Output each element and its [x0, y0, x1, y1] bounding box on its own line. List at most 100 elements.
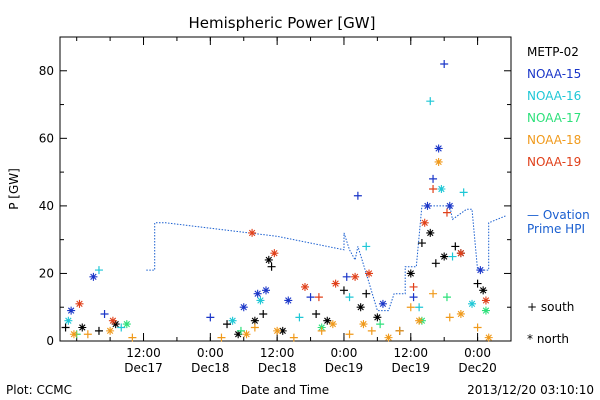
data-point-north: [264, 255, 273, 264]
legend-series-entry: NOAA-18: [527, 133, 581, 147]
data-point-north: [239, 303, 248, 312]
data-point-north: [89, 272, 98, 281]
data-point-south: [317, 326, 326, 335]
data-point-north: [426, 228, 435, 237]
data-point-south: [431, 259, 440, 268]
plot-timestamp: 2013/12/20 03:10:10: [467, 383, 594, 397]
data-point-north: [434, 144, 443, 153]
data-point-north: [384, 333, 393, 342]
data-point-south: [417, 239, 426, 248]
data-point-north: [270, 249, 279, 258]
data-point-south: [445, 313, 454, 322]
data-point-south: [376, 320, 385, 329]
data-point-north: [456, 249, 465, 258]
data-point-south: [100, 309, 109, 318]
legend-series-entry: NOAA-17: [527, 111, 581, 125]
data-point-south: [473, 323, 482, 332]
chart-title: Hemispheric Power [GW]: [189, 14, 376, 32]
data-points: [61, 60, 493, 342]
x-tick-date-label: Dec18: [191, 361, 230, 375]
data-point-north: [262, 286, 271, 295]
x-tick-date-label: Dec20: [458, 361, 497, 375]
data-point-north: [250, 316, 259, 325]
data-point-north: [248, 228, 257, 237]
data-point-north: [456, 309, 465, 318]
data-point-south: [426, 97, 435, 106]
data-point-south: [259, 309, 268, 318]
data-point-south: [406, 303, 415, 312]
y-axis: 0 20 40 60 80: [39, 36, 511, 348]
data-point-north: [351, 272, 360, 281]
data-point-south: [94, 326, 103, 335]
data-point-south: [339, 286, 348, 295]
data-point-north: [64, 316, 73, 325]
y-tick-label: 80: [39, 64, 54, 78]
data-point-north: [78, 323, 87, 332]
data-point-south: [367, 326, 376, 335]
x-tick-time-label: 0:00: [464, 346, 491, 360]
data-point-north: [406, 269, 415, 278]
x-tick-time-label: 0:00: [330, 346, 357, 360]
legend-ovation-line1: — Ovation: [527, 208, 590, 222]
legend-series-entry: NOAA-19: [527, 155, 581, 169]
data-point-north: [75, 299, 84, 308]
data-point-north: [423, 201, 432, 210]
data-point-north: [253, 289, 262, 298]
data-point-south: [442, 208, 451, 217]
y-tick-label: 60: [39, 131, 54, 145]
data-point-south: [440, 60, 449, 69]
data-point-north: [440, 252, 449, 261]
data-point-south: [362, 289, 371, 298]
legend-ovation-line2: Prime HPI: [527, 222, 585, 236]
data-point-north: [415, 316, 424, 325]
data-point-south: [473, 279, 482, 288]
data-point-north: [300, 282, 309, 291]
legend-series-entry: NOAA-15: [527, 67, 581, 81]
data-point-south: [442, 293, 451, 302]
data-point-south: [236, 326, 245, 335]
data-point-north: [106, 326, 115, 335]
data-point-south: [429, 174, 438, 183]
data-point-south: [289, 333, 298, 342]
plot-credit: Plot: CCMC: [6, 383, 72, 397]
x-tick-time-label: 0:00: [197, 346, 224, 360]
data-point-north: [468, 299, 477, 308]
legend-south: + south: [527, 300, 574, 314]
data-point-south: [345, 293, 354, 302]
data-point-north: [479, 286, 488, 295]
data-point-north: [481, 296, 490, 305]
x-tick-date-label: Dec19: [392, 361, 431, 375]
data-point-north: [481, 306, 490, 315]
data-point-south: [395, 326, 404, 335]
data-point-south: [342, 272, 351, 281]
data-point-south: [117, 323, 126, 332]
data-point-north: [378, 299, 387, 308]
data-point-north: [242, 330, 251, 339]
legend: METP-02 NOAA-15 NOAA-16 NOAA-17 NOAA-18 NOAA-…: [527, 45, 590, 236]
data-point-south: [206, 313, 215, 322]
data-point-north: [331, 279, 340, 288]
x-tick-time-label: 12:00: [260, 346, 295, 360]
y-tick-label: 0: [46, 334, 54, 348]
data-point-south: [94, 266, 103, 275]
y-tick-label: 40: [39, 199, 54, 213]
data-point-south: [409, 293, 418, 302]
y-tick-label: 20: [39, 266, 54, 280]
data-point-north: [284, 296, 293, 305]
data-point-south: [353, 191, 362, 200]
data-point-south: [306, 293, 315, 302]
y-axis-label: P [GW]: [7, 168, 21, 210]
data-point-south: [314, 293, 323, 302]
data-point-north: [234, 330, 243, 339]
data-point-north: [228, 316, 237, 325]
data-point-south: [217, 333, 226, 342]
data-point-south: [415, 303, 424, 312]
data-point-north: [420, 218, 429, 227]
legend-series-entry: METP-02: [527, 45, 579, 59]
data-point-south: [267, 262, 276, 271]
x-axis: 12:00Dec170:00Dec1812:00Dec180:00Dec1912…: [76, 37, 497, 375]
x-tick-date-label: Dec19: [325, 361, 364, 375]
data-point-south: [429, 185, 438, 193]
data-point-north: [273, 326, 282, 335]
